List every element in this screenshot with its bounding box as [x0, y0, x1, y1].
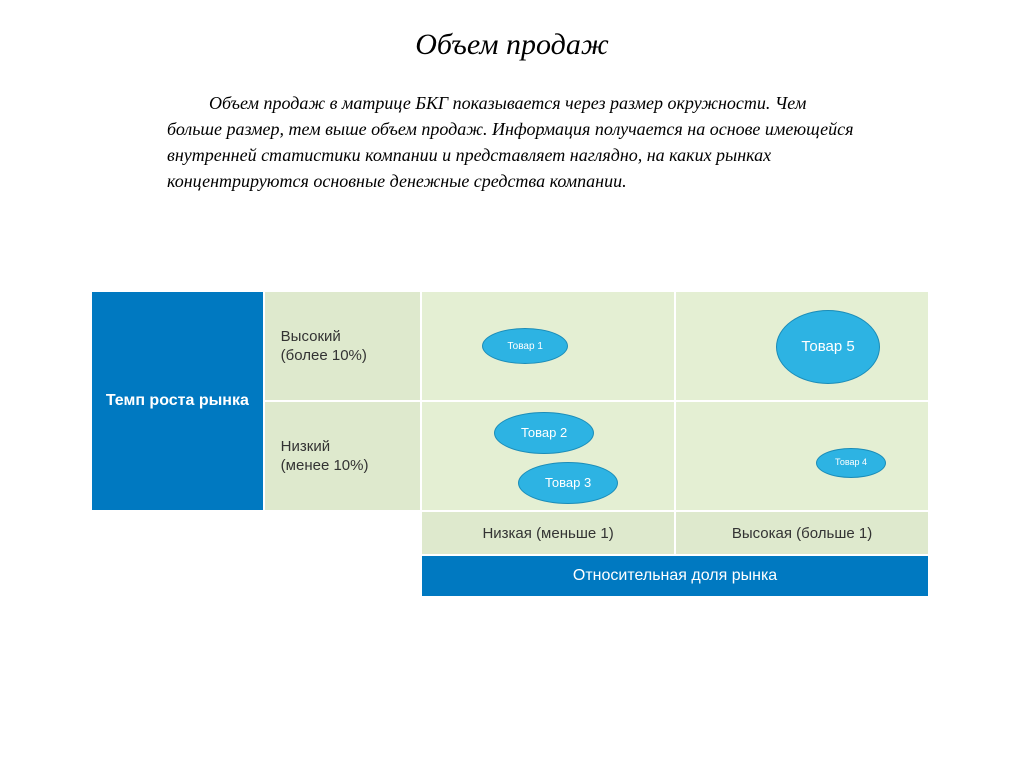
bubble-tovar-1-label: Товар 1 — [507, 341, 543, 352]
x-axis-label: Относительная доля рынка — [421, 555, 929, 597]
row-label-low: Низкий (менее 10%) — [264, 401, 421, 511]
empty-cell — [91, 511, 264, 555]
empty-cell — [91, 555, 264, 597]
col-label-low: Низкая (меньше 1) — [421, 511, 675, 555]
y-axis-text: Темп роста рынка — [106, 392, 249, 409]
row-label-high: Высокий (более 10%) — [264, 291, 421, 401]
quadrant-high-low: Товар 1 — [421, 291, 675, 401]
bubble-tovar-3: Товар 3 — [518, 462, 618, 504]
bubble-tovar-3-label: Товар 3 — [545, 476, 591, 490]
bubble-tovar-1: Товар 1 — [482, 328, 568, 364]
row-high-line2: (более 10%) — [281, 347, 367, 364]
y-axis-label: Темп роста рынка — [91, 291, 264, 511]
bubble-tovar-5-label: Товар 5 — [801, 339, 854, 356]
row-high-line1: Высокий — [281, 328, 341, 345]
quadrant-low-high: Товар 4 — [675, 401, 929, 511]
bubble-tovar-4-label: Товар 4 — [835, 458, 867, 468]
col-label-high: Высокая (больше 1) — [675, 511, 929, 555]
row-low-line2: (менее 10%) — [281, 457, 369, 474]
bubble-tovar-5: Товар 5 — [776, 310, 880, 384]
empty-cell — [264, 555, 421, 597]
quadrant-low-low: Товар 2 Товар 3 — [421, 401, 675, 511]
bubble-tovar-2: Товар 2 — [494, 412, 594, 454]
quadrant-high-high: Товар 5 — [675, 291, 929, 401]
page-title: Объем продаж — [0, 0, 1024, 62]
matrix-table: Темп роста рынка Высокий (более 10%) Тов… — [90, 290, 930, 598]
bcg-matrix: Темп роста рынка Высокий (более 10%) Тов… — [90, 290, 930, 598]
description-paragraph: Объем продаж в матрице БКГ показывается … — [167, 90, 857, 194]
row-low-line1: Низкий — [281, 438, 330, 455]
empty-cell — [264, 511, 421, 555]
bubble-tovar-2-label: Товар 2 — [521, 426, 567, 440]
bubble-tovar-4: Товар 4 — [816, 448, 886, 478]
